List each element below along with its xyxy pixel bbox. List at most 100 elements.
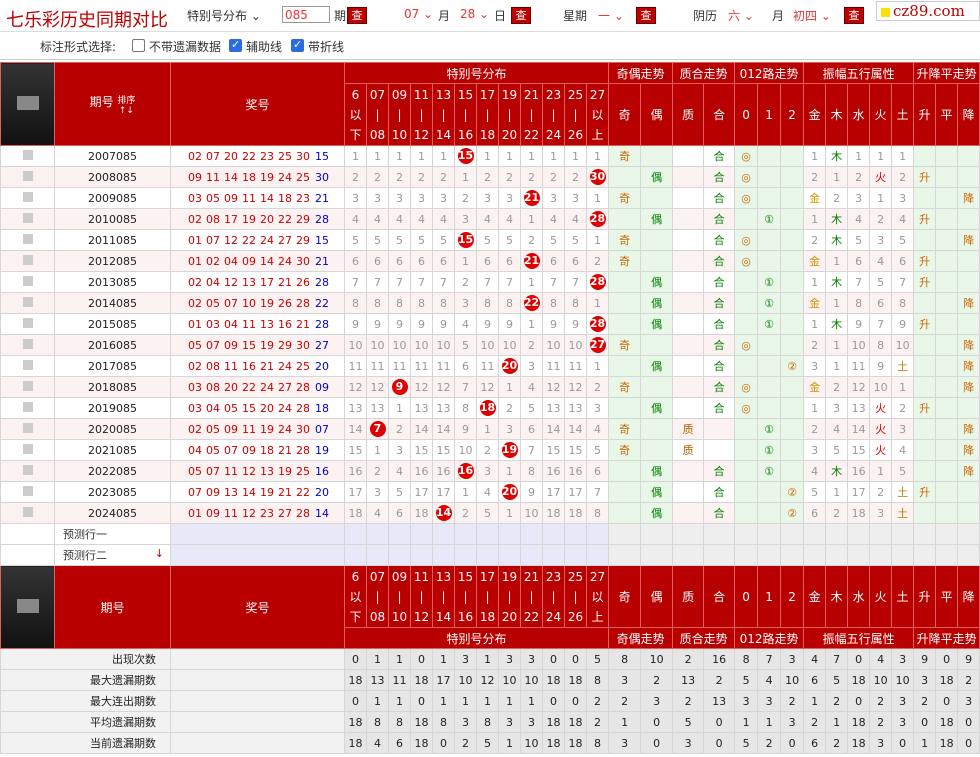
- predict-cell[interactable]: [476, 544, 499, 566]
- predict-cell[interactable]: [803, 523, 827, 545]
- r012-1: [757, 481, 782, 503]
- predict-cell[interactable]: [703, 523, 736, 545]
- predict-cell[interactable]: [640, 523, 674, 545]
- predict-cell[interactable]: [366, 544, 389, 566]
- r012-1: [757, 502, 782, 524]
- predict-cell[interactable]: [454, 544, 477, 566]
- predict-cell[interactable]: [847, 523, 871, 545]
- option-checkbox-2[interactable]: [229, 38, 242, 52]
- dist-miss: 3: [564, 187, 587, 209]
- period-header[interactable]: 期号 排序 ↑↓: [54, 62, 171, 146]
- month-select[interactable]: 07 ⌄: [404, 7, 434, 21]
- predict-cell[interactable]: [913, 523, 937, 545]
- predict-cell[interactable]: [913, 544, 937, 566]
- predict-cell[interactable]: [734, 523, 759, 545]
- predict-cell[interactable]: [734, 544, 759, 566]
- dist-miss: 2: [564, 166, 587, 188]
- option-checkbox-1[interactable]: [132, 39, 145, 52]
- predict-cell[interactable]: [847, 544, 871, 566]
- predict-cell[interactable]: [780, 523, 805, 545]
- predict-cell[interactable]: [388, 544, 411, 566]
- option-label-2[interactable]: 辅助线: [246, 40, 283, 54]
- wx-cell: 2: [803, 334, 827, 356]
- predict-cell[interactable]: [410, 523, 433, 545]
- query-button-1[interactable]: 查: [347, 7, 367, 24]
- predict-cell[interactable]: [585, 523, 610, 545]
- predict-cell[interactable]: [498, 544, 521, 566]
- sort-button[interactable]: 排序 ↑↓: [117, 95, 136, 116]
- query-button-3[interactable]: 查: [636, 7, 656, 24]
- table-row: 2012085 01 02 04 09 14 24 30 21 6 6 6 6 6 1 6 6 21 6 6 2 奇合 ◎ 金…: [0, 250, 980, 272]
- predict-cell[interactable]: [803, 544, 827, 566]
- predict-cell[interactable]: [608, 523, 642, 545]
- period-input[interactable]: [282, 6, 330, 23]
- wx-cell: 2: [891, 166, 915, 188]
- predict-cell[interactable]: [388, 523, 411, 545]
- hit-ball-icon: 20: [501, 358, 518, 374]
- chevron-down-icon: ⌄: [613, 9, 624, 23]
- predict-cell[interactable]: [520, 544, 543, 566]
- predict-cell[interactable]: [757, 544, 782, 566]
- query-button-4[interactable]: 查: [844, 7, 864, 24]
- predict-cell[interactable]: [520, 523, 543, 545]
- predict-label[interactable]: 预测行一: [54, 523, 171, 545]
- predict-cell[interactable]: [542, 544, 565, 566]
- predict-cell[interactable]: [703, 544, 736, 566]
- predict-cell[interactable]: [564, 544, 587, 566]
- predict-cell[interactable]: [564, 523, 587, 545]
- predict-cell[interactable]: [454, 523, 477, 545]
- predict-cell[interactable]: [432, 544, 455, 566]
- period-header[interactable]: 期号: [54, 565, 171, 649]
- lunar-day-select[interactable]: 初四 ⌄: [793, 9, 831, 23]
- group-header-3: 振幅五行属性: [803, 62, 915, 84]
- predict-cell[interactable]: [344, 523, 367, 545]
- dist-miss: 10: [344, 334, 367, 356]
- query-button-2[interactable]: 查: [511, 7, 531, 24]
- predict-label[interactable]: 预测行二 ↓: [54, 544, 171, 566]
- mode-select[interactable]: 特别号分布 ⌄: [187, 9, 261, 23]
- predict-cell[interactable]: [344, 544, 367, 566]
- predict-cell[interactable]: [498, 523, 521, 545]
- row-award-numbers: 01 02 04 09 14 24 30 21: [170, 250, 345, 272]
- option-label-1[interactable]: 不带遗漏数据: [149, 40, 222, 54]
- predict-cell[interactable]: [366, 523, 389, 545]
- stat-row: 最大遗漏期数 18 13 11 18 17 10 12 10 10 18 18 8 3 2 13 2 5 4 10 6 5…: [0, 669, 980, 691]
- predict-cell[interactable]: [608, 544, 642, 566]
- predict-cell[interactable]: [935, 523, 959, 545]
- site-logo[interactable]: cz89.com: [876, 1, 980, 21]
- pc-comp: 合: [703, 334, 736, 356]
- predict-cell[interactable]: [825, 544, 849, 566]
- r012-1: ①: [757, 439, 782, 461]
- r012-1: ①: [757, 208, 782, 230]
- option-label-3[interactable]: 带折线: [308, 40, 345, 54]
- predict-cell[interactable]: [757, 523, 782, 545]
- predict-cell[interactable]: [432, 523, 455, 545]
- option-checkbox-3[interactable]: [291, 38, 304, 52]
- predict-cell[interactable]: [542, 523, 565, 545]
- dist-miss: 15: [344, 439, 367, 461]
- dist-miss: 8: [498, 292, 521, 314]
- wx-cell: 15: [847, 439, 871, 461]
- predict-cell[interactable]: [869, 544, 893, 566]
- dist-miss: 6: [432, 250, 455, 272]
- predict-cell[interactable]: [825, 523, 849, 545]
- lunar-month-select[interactable]: 六 ⌄: [728, 9, 754, 23]
- predict-cell[interactable]: [410, 544, 433, 566]
- predict-cell[interactable]: [891, 544, 915, 566]
- predict-cell[interactable]: [869, 523, 893, 545]
- predict-cell[interactable]: [780, 544, 805, 566]
- stat-value: 18: [564, 669, 587, 691]
- predict-cell[interactable]: [957, 523, 980, 545]
- predict-cell[interactable]: [640, 544, 674, 566]
- sj-cell: [957, 397, 980, 419]
- predict-cell[interactable]: [935, 544, 959, 566]
- week-select[interactable]: 一 ⌄: [598, 9, 624, 23]
- predict-cell[interactable]: [672, 544, 705, 566]
- predict-cell[interactable]: [476, 523, 499, 545]
- predict-cell[interactable]: [957, 544, 980, 566]
- predict-cell[interactable]: [585, 544, 610, 566]
- r012-2: [780, 250, 805, 272]
- predict-cell[interactable]: [891, 523, 915, 545]
- day-select[interactable]: 28 ⌄: [460, 7, 490, 21]
- predict-cell[interactable]: [672, 523, 705, 545]
